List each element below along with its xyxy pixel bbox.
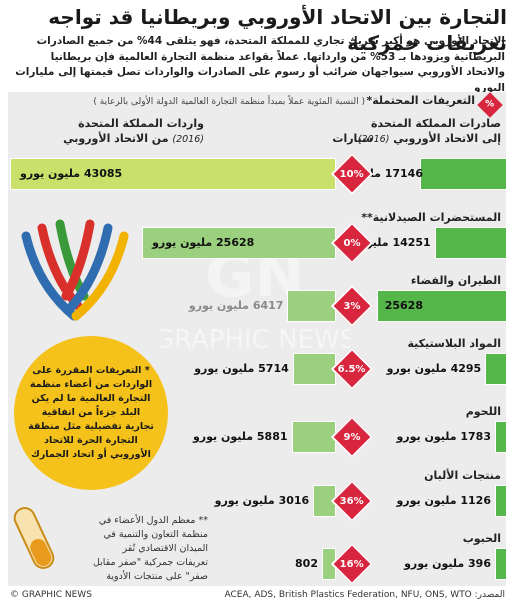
imports-subtitle: من الاتحاد الأوروبي	[63, 132, 169, 145]
export-bar-5	[495, 485, 507, 517]
tariff-value-3: 6.5%	[338, 363, 366, 375]
export-value-label-5: 1126 مليون يورو	[396, 494, 491, 507]
import-value-label-0: 43085 مليون يورو	[20, 167, 123, 180]
footer: © GRAPHIC NEWS المصدر: ACEA, ADS, Britis…	[0, 586, 515, 608]
tariff-value-4: 9%	[343, 431, 361, 443]
tariff-value-0: 10%	[340, 168, 364, 180]
source-text: المصدر: ACEA, ADS, British Plastics Fede…	[224, 590, 505, 600]
category-label-0: سيارات	[332, 132, 373, 145]
pharma-footnote: ** معظم الدول الأعضاء في منظمة التعاون و…	[92, 515, 208, 582]
exports-subtitle: إلى الاتحاد الأوروبي	[393, 132, 501, 145]
exports-column-heading: صادرات المملكة المتحدة إلى الاتحاد الأور…	[341, 116, 501, 147]
page-title: التجارة بين الاتحاد الأوروبي وبريطانيا ق…	[48, 5, 507, 55]
tariff-value-2: 3%	[343, 300, 361, 312]
imports-column-heading: واردات المملكة المتحدة (2016) من الاتحاد…	[14, 116, 204, 147]
callout-text: * التعريفات المقررة على الواردات من أعضا…	[28, 365, 154, 460]
category-label-4: اللحوم	[465, 405, 501, 418]
export-value-label-2: 25628	[384, 299, 423, 312]
legend-heading: التعريفات المحتملة*	[366, 94, 476, 107]
export-value-label-3: 4295 مليون يورو	[386, 362, 482, 375]
import-bar-2	[287, 290, 336, 322]
test-tube-icon	[13, 507, 55, 569]
import-bar-1	[142, 227, 336, 259]
import-bar-3	[292, 353, 336, 385]
export-bar-6	[495, 548, 507, 580]
exports-title: صادرات المملكة المتحدة	[371, 117, 501, 130]
tariff-value-1: 0%	[343, 237, 361, 249]
import-value-label-4: 5881 مليون يورو	[192, 430, 288, 443]
import-bar-4	[291, 421, 336, 453]
exports-year: (2016)	[357, 134, 390, 145]
import-value-label-2: 6417 مليون يورو	[188, 299, 284, 312]
import-value-label-3: 5714 مليون يورو	[194, 362, 289, 375]
intro-text: الاتحاد الأوروبي هو أكبر شريك تجاري للمم…	[15, 35, 505, 94]
category-label-5: منتجات الألبان	[424, 469, 501, 482]
import-value-label-1: 25628 مليون يورو	[152, 236, 255, 249]
tariff-value-5: 36%	[340, 495, 364, 507]
export-value-label-6: 396 مليون يورو	[404, 557, 491, 570]
legend-note: ( النسبة المئوية عملاً بمبدأ منظمة التجا…	[93, 97, 365, 107]
export-value-label-4: 1783 مليون يورو	[396, 430, 491, 443]
import-value-label-6: 802	[295, 557, 318, 570]
export-bar-1	[434, 227, 507, 259]
imports-year: (2016)	[172, 134, 204, 145]
export-bar-3	[485, 353, 507, 385]
imports-title: واردات المملكة المتحدة	[78, 117, 204, 130]
export-bar-2	[377, 290, 507, 322]
credit-text: © GRAPHIC NEWS	[10, 590, 92, 600]
tariff-value-6: 16%	[340, 558, 364, 570]
export-bar-0	[420, 158, 507, 190]
category-label-1: المستحضرات الصيدلانية**	[361, 211, 501, 224]
import-value-label-5: 3016 مليون يورو	[214, 494, 310, 507]
import-bar-0	[10, 158, 336, 190]
export-bar-4	[495, 421, 507, 453]
category-label-3: المواد البلاستيكية	[407, 337, 501, 350]
tariff-explanation-callout: * التعريفات المقررة على الواردات من أعضا…	[14, 336, 168, 490]
wto-logo-icon	[21, 219, 129, 321]
category-label-6: الحبوب	[462, 532, 501, 545]
category-label-2: الطيران والفضاء	[410, 274, 501, 287]
